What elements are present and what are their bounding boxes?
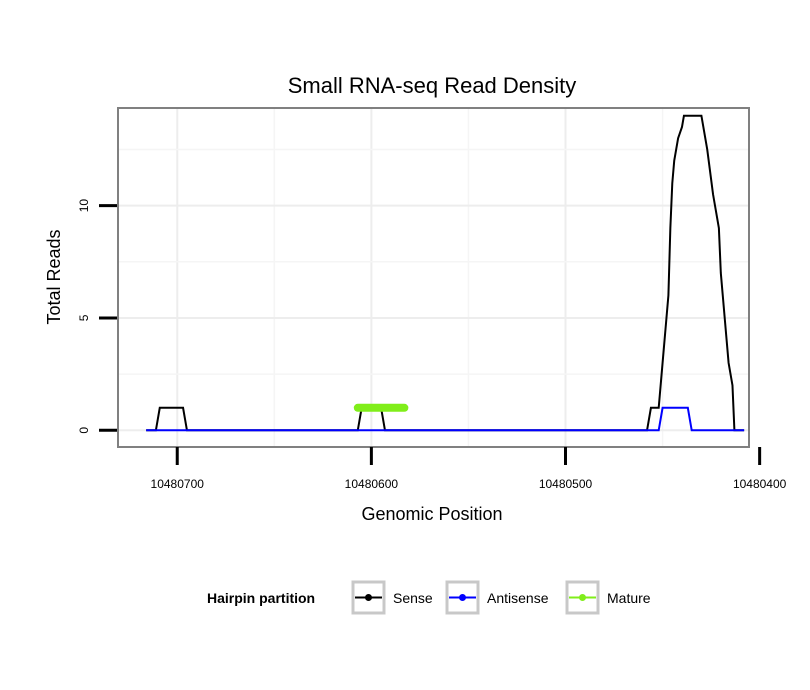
legend-item-antisense: Antisense: [445, 580, 549, 615]
legend-item-mature: Mature: [565, 580, 651, 615]
chart-title: Small RNA-seq Read Density: [288, 73, 577, 98]
axes: 10480700 10480600 10480500 10480400 0 5 10: [77, 199, 787, 491]
y-tick-label: 0: [77, 427, 91, 434]
legend-title: Hairpin partition: [207, 590, 315, 606]
plot-panel: [117, 107, 750, 448]
legend-label-mature: Mature: [607, 590, 651, 606]
legend: Hairpin partition Sense Antisense Mature: [207, 580, 651, 615]
legend-point-mature: [579, 594, 586, 601]
y-tick-label: 10: [77, 199, 91, 213]
series-layer: [146, 114, 745, 432]
x-tick-label: 10480700: [151, 477, 205, 491]
legend-point-sense: [365, 594, 372, 601]
x-tick-label: 10480400: [733, 477, 787, 491]
y-axis-title: Total Reads: [44, 229, 64, 324]
x-axis-title: Genomic Position: [361, 504, 502, 524]
y-tick-label: 5: [77, 314, 91, 321]
x-tick-label: 10480600: [345, 477, 399, 491]
series-line-antisense: [146, 406, 745, 432]
legend-label-antisense: Antisense: [487, 590, 549, 606]
x-tick-label: 10480500: [539, 477, 593, 491]
legend-item-sense: Sense: [351, 580, 433, 615]
legend-point-antisense: [459, 594, 466, 601]
legend-label-sense: Sense: [393, 590, 433, 606]
